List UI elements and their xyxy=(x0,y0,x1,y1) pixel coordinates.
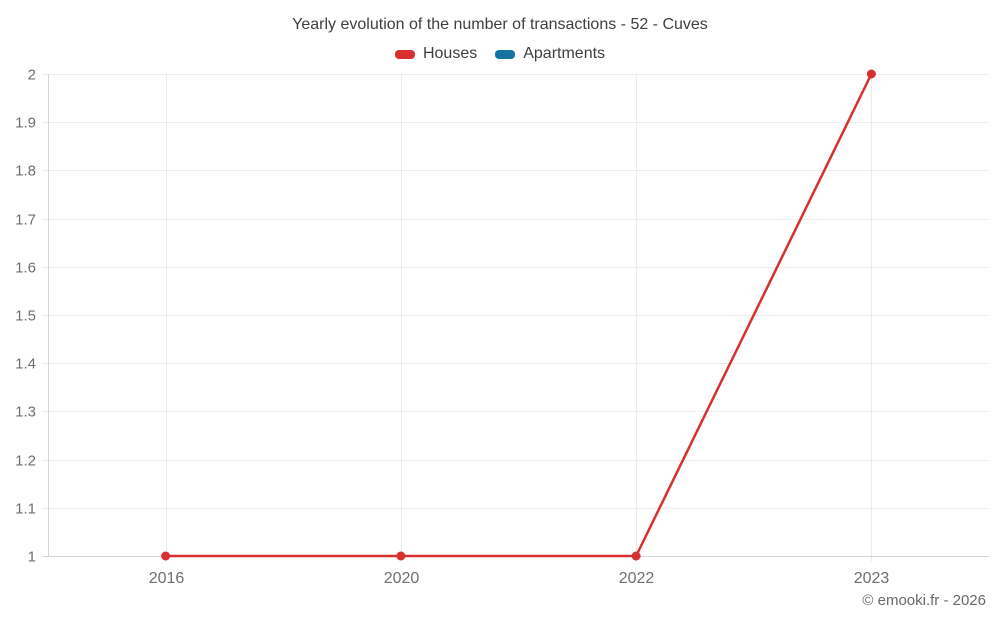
chart-title: Yearly evolution of the number of transa… xyxy=(292,16,708,33)
legend: Houses Apartments xyxy=(0,45,1000,63)
y-tick-label: 1.5 xyxy=(15,308,36,325)
y-tick-label: 2 xyxy=(28,67,36,84)
y-tick-label: 1.3 xyxy=(15,404,36,421)
x-tick-label: 2022 xyxy=(619,570,655,587)
legend-label-apartments: Apartments xyxy=(523,45,606,62)
x-tick-label: 2020 xyxy=(384,570,420,587)
y-tick-label: 1.1 xyxy=(15,501,36,518)
y-tick-label: 1.7 xyxy=(15,212,36,229)
x-tick-label: 2016 xyxy=(149,570,185,587)
legend-label-houses: Houses xyxy=(422,45,478,62)
y-tick-label: 1.4 xyxy=(15,356,36,373)
legend-item-apartments[interactable]: Apartments xyxy=(495,45,605,63)
y-tick-label: 1.2 xyxy=(15,453,36,470)
y-tick-label: 1 xyxy=(28,549,36,566)
houses-data-point[interactable] xyxy=(631,551,641,561)
houses-data-point[interactable] xyxy=(866,69,876,79)
y-tick-label: 1.8 xyxy=(15,163,36,180)
houses-series-swatch xyxy=(394,49,415,59)
legend-item-houses[interactable]: Houses xyxy=(394,45,478,63)
houses-series-line xyxy=(165,73,873,558)
apartments-series-swatch xyxy=(495,49,516,59)
y-tick-label: 1.9 xyxy=(15,115,36,132)
watermark: © emooki.fr - 2026 xyxy=(862,592,986,609)
y-tick-label: 1.6 xyxy=(15,260,36,277)
houses-data-point[interactable] xyxy=(161,551,171,561)
x-tick-label: 2023 xyxy=(854,570,890,587)
houses-data-point[interactable] xyxy=(396,551,406,561)
